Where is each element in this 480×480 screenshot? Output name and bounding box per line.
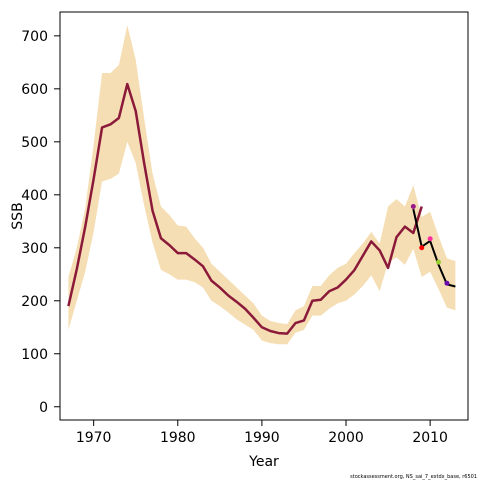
y-tick-label: 300	[21, 241, 48, 257]
series-line-0	[67, 82, 423, 335]
plot-frame	[59, 11, 469, 421]
x-tick-label: 1980	[160, 430, 196, 446]
confidence-band	[68, 25, 456, 345]
retro-point-3	[436, 259, 442, 265]
credit-text: stockassessment.org, NS_sai_7_extdx_base…	[350, 474, 477, 480]
retro-point-1	[419, 245, 425, 251]
retro-point-0	[410, 203, 416, 209]
x-tick-label: 1970	[76, 430, 112, 446]
x-tick-label: 2010	[412, 430, 448, 446]
y-tick-label: 400	[21, 188, 48, 204]
x-axis-label: Year	[248, 454, 279, 470]
y-tick-label: 700	[21, 29, 48, 45]
y-tick-label: 600	[21, 82, 48, 98]
y-tick-label: 200	[21, 294, 48, 310]
y-tick-label: 100	[21, 347, 48, 363]
retro-point-4	[444, 280, 450, 286]
y-axis-label: SSB	[10, 202, 26, 229]
y-tick-label: 500	[21, 135, 48, 151]
x-tick-label: 2000	[328, 430, 364, 446]
x-tick-label: 1990	[244, 430, 280, 446]
retro-point-2	[427, 236, 433, 242]
y-tick-label: 0	[39, 400, 48, 416]
